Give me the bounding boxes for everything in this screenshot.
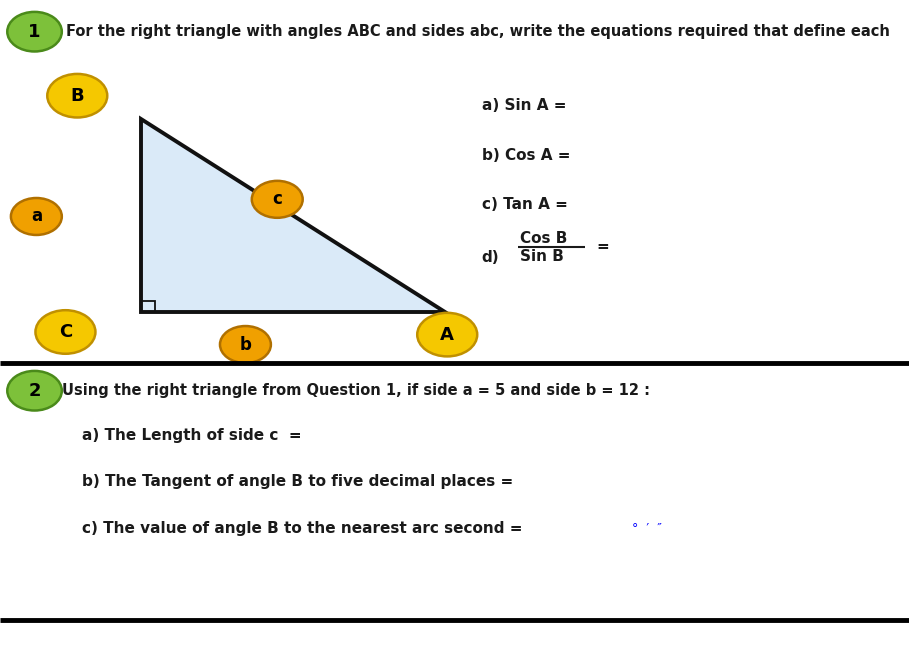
Circle shape <box>417 313 477 356</box>
Text: a) Sin A =: a) Sin A = <box>482 98 566 113</box>
Text: 1: 1 <box>28 22 41 41</box>
Text: b) The Tangent of angle B to five decimal places =: b) The Tangent of angle B to five decima… <box>82 475 513 489</box>
Circle shape <box>252 181 303 218</box>
Circle shape <box>7 12 62 51</box>
Text: Sin B: Sin B <box>520 249 564 263</box>
Text: Using the right triangle from Question 1, if side a = 5 and side b = 12 :: Using the right triangle from Question 1… <box>62 383 650 398</box>
Circle shape <box>220 326 271 363</box>
Text: a: a <box>31 207 42 226</box>
Text: C: C <box>59 323 72 341</box>
Text: A: A <box>440 325 454 344</box>
Text: a) The Length of side c  =: a) The Length of side c = <box>82 428 302 443</box>
Text: 2: 2 <box>28 381 41 400</box>
Text: c) Tan A =: c) Tan A = <box>482 197 567 212</box>
Text: B: B <box>71 86 84 105</box>
Circle shape <box>35 310 95 354</box>
Circle shape <box>11 198 62 235</box>
Text: Cos B: Cos B <box>520 232 567 246</box>
Text: c: c <box>273 190 282 209</box>
Circle shape <box>47 74 107 117</box>
Circle shape <box>7 371 62 411</box>
Text: For the right triangle with angles ABC and sides abc, write the equations requir: For the right triangle with angles ABC a… <box>66 24 890 39</box>
Text: =: = <box>596 240 609 254</box>
Text: b: b <box>239 335 252 354</box>
Text: d): d) <box>482 250 499 265</box>
Text: c) The value of angle B to the nearest arc second =: c) The value of angle B to the nearest a… <box>82 521 523 535</box>
Text: °  ′  ″: ° ′ ″ <box>632 521 662 535</box>
Polygon shape <box>141 119 445 312</box>
Text: b) Cos A =: b) Cos A = <box>482 148 570 162</box>
